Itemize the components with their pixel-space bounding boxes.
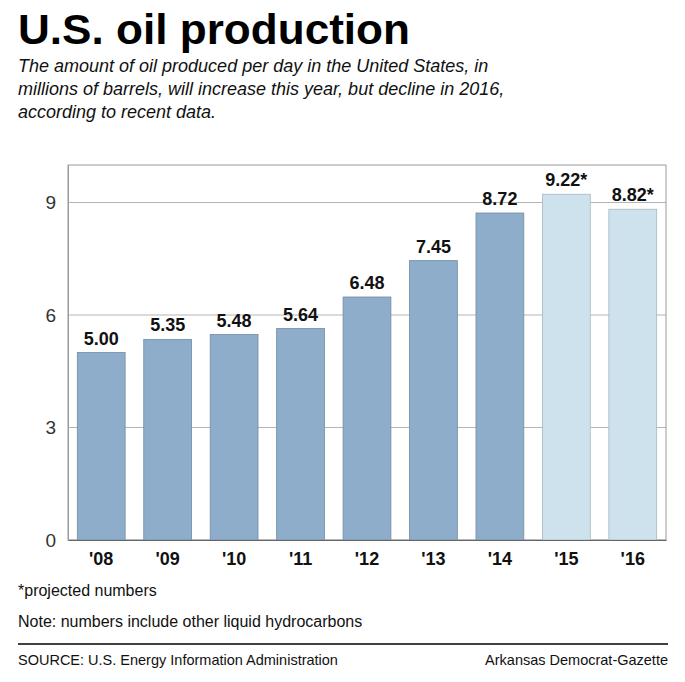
subtitle: millions of barrels, will increase this … [18, 79, 504, 99]
data-label: 7.45 [416, 237, 451, 257]
data-label: 8.72 [482, 189, 517, 209]
data-label: 5.64 [283, 305, 318, 325]
x-tick: '08 [89, 540, 113, 569]
annotation: SOURCE: U.S. Energy Information Administ… [18, 652, 338, 668]
data-label: 6.48 [349, 273, 384, 293]
x-tick: '10 [222, 540, 246, 569]
annotation: Note: numbers include other liquid hydro… [18, 613, 362, 630]
x-tick-label: '16 [621, 549, 645, 569]
y-tick-label: 6 [45, 305, 56, 326]
bar [77, 353, 125, 541]
x-tick-label: '14 [488, 549, 512, 569]
x-tick: '09 [156, 540, 180, 569]
y-tick: 3 [45, 417, 68, 438]
data-label: 5.35 [150, 315, 185, 335]
y-tick-label: 3 [45, 417, 56, 438]
subtitle: The amount of oil produced per day in th… [18, 56, 488, 76]
data-label: 9.22* [545, 170, 587, 190]
bar [476, 213, 524, 540]
subtitle: according to recent data. [18, 102, 216, 122]
y-tick: 0 [45, 530, 68, 551]
y-tick: 9 [45, 192, 68, 213]
data-label: 5.48 [217, 311, 252, 331]
x-tick-label: '09 [156, 549, 180, 569]
x-axis-line [69, 540, 667, 541]
x-tick-label: '13 [421, 549, 445, 569]
x-tick: '15 [554, 540, 578, 569]
x-tick: '14 [488, 540, 512, 569]
chart: U.S. oil production The amount of oil pro… [0, 0, 685, 682]
x-tick-label: '11 [289, 549, 312, 569]
bar [210, 335, 258, 541]
x-tick-label: '15 [554, 549, 578, 569]
data-labels: 5.00 5.35 5.48 5.64 6.48 7.45 8.72 9.22* 8.82* [84, 170, 654, 348]
x-tick-label: '10 [222, 549, 246, 569]
bar [609, 209, 657, 540]
y-axis-line [68, 166, 69, 541]
x-tick-label: '08 [89, 549, 113, 569]
bar [410, 261, 458, 540]
y-tick-label: 9 [45, 192, 56, 213]
x-tick-label: '12 [355, 549, 379, 569]
bar [144, 339, 192, 540]
data-label: 8.82* [612, 185, 654, 205]
title: U.S. oil production [18, 6, 410, 53]
y-tick: 6 [45, 305, 68, 326]
x-tick: '12 [355, 540, 379, 569]
data-label: 5.00 [84, 329, 119, 349]
bars [77, 194, 656, 540]
bar [343, 297, 391, 540]
plot-frame [68, 165, 666, 540]
y-tick-label: 0 [45, 530, 56, 551]
footer-rule [18, 643, 668, 645]
y-axis: 0 3 6 9 [45, 166, 68, 551]
x-tick: '13 [421, 540, 445, 569]
x-tick: '11 [289, 540, 312, 569]
annotation: Arkansas Democrat-Gazette [485, 652, 668, 668]
annotation: *projected numbers [18, 582, 157, 599]
x-axis: '08 '09 '10 '11 '12 '13 '14 '15 '16 [69, 540, 667, 569]
bar [277, 329, 325, 541]
bar [542, 194, 590, 540]
x-tick: '16 [621, 540, 645, 569]
